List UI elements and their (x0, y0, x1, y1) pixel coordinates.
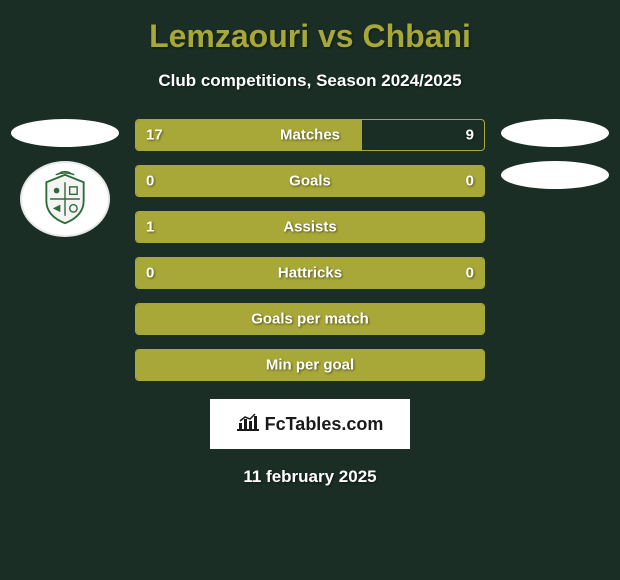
club-badge-right (501, 161, 609, 189)
bar-label: Matches (136, 127, 484, 144)
page-title: Lemzaouri vs Chbani (0, 18, 620, 55)
stat-bar: Matches17 9 (135, 119, 485, 151)
bar-label: Assists (136, 219, 484, 236)
infographic-container: Lemzaouri vs Chbani Club competitions, S… (0, 0, 620, 497)
bar-value-right: 9 (466, 127, 474, 144)
stat-bar: Min per goal (135, 349, 485, 381)
source-logo-text: FcTables.com (265, 414, 384, 435)
stat-bars: Matches179Goals00Assists1Hattricks00Goal… (135, 119, 485, 381)
bar-label: Hattricks (136, 265, 484, 282)
club-crest-left (20, 161, 110, 237)
bar-label: Goals per match (136, 311, 484, 328)
bar-value-left: 0 (146, 265, 154, 282)
date-text: 11 february 2025 (0, 467, 620, 487)
bar-value-right: 0 (466, 265, 474, 282)
content-row: Matches179Goals00Assists1Hattricks00Goal… (0, 119, 620, 381)
source-logo: FcTables.com (210, 399, 410, 449)
stat-bar: Assists1 (135, 211, 485, 243)
stat-bar: Hattricks0 0 (135, 257, 485, 289)
bar-value-left: 17 (146, 127, 163, 144)
left-side (11, 119, 119, 237)
player-badge-right (501, 119, 609, 147)
bar-label: Min per goal (136, 357, 484, 374)
stat-bar: Goals per match (135, 303, 485, 335)
page-subtitle: Club competitions, Season 2024/2025 (0, 71, 620, 91)
right-side (501, 119, 609, 189)
player-badge-left (11, 119, 119, 147)
bar-label: Goals (136, 173, 484, 190)
stat-bar: Goals0 0 (135, 165, 485, 197)
bar-value-left: 1 (146, 219, 154, 236)
chart-icon (237, 413, 259, 436)
bar-value-left: 0 (146, 173, 154, 190)
crest-icon (37, 171, 93, 227)
bar-value-right: 0 (466, 173, 474, 190)
